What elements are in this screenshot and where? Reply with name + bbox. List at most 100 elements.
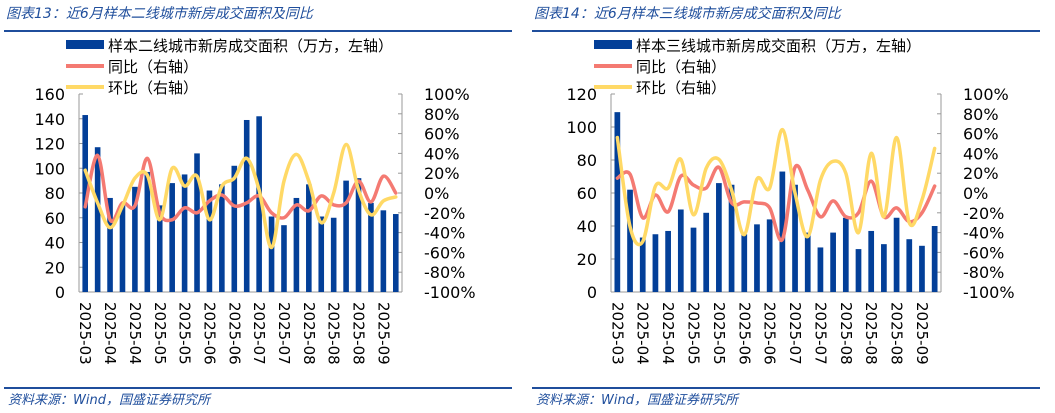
bar <box>169 183 175 292</box>
right-tick-label: -20% <box>963 204 1004 223</box>
right-tick-label: 20% <box>963 164 999 183</box>
chart-tier2: 样本二线城市新房成交面积（万方，左轴） 同比（右轴） 环比（右轴） 0 20 40 60 80… <box>34 37 475 365</box>
bar <box>677 209 684 292</box>
bar <box>931 226 938 292</box>
x-tick-label: 2025-03 <box>608 302 626 365</box>
bar <box>779 171 786 292</box>
x-tick-label: 2025-03 <box>76 302 94 365</box>
bar <box>306 184 312 292</box>
right-tick-label: 0% <box>963 184 988 203</box>
bar <box>380 210 387 292</box>
right-tick-label: 0% <box>424 184 449 203</box>
bar <box>107 197 113 292</box>
left-tick-label: 20 <box>45 258 65 277</box>
x-tick-label: 2025-09 <box>374 302 392 365</box>
left-tick-label: 0 <box>587 283 597 302</box>
x-tick-label: 2025-08 <box>888 302 906 365</box>
bar <box>766 219 773 292</box>
right-tick-label: 20% <box>424 164 460 183</box>
x-tick-label: 2025-05 <box>685 302 703 365</box>
x-tick-label: 2025-08 <box>350 302 368 365</box>
x-tick-label: 2025-06 <box>735 302 753 365</box>
bar <box>256 116 262 293</box>
x-tick-label: 2025-04 <box>126 302 144 365</box>
bar <box>728 184 735 292</box>
left-tick-label: 60 <box>45 209 65 228</box>
right-tick-label: 60% <box>424 125 460 144</box>
legend: 样本三线城市新房成交面积（万方，左轴） 同比（右轴） 环比（右轴） <box>594 37 921 97</box>
left-tick-label: 100 <box>34 159 65 178</box>
bar <box>627 189 633 292</box>
bar <box>94 147 101 292</box>
right-tick-label: -100% <box>963 283 1015 302</box>
bar <box>868 230 875 292</box>
left-tick-label: 160 <box>34 85 65 104</box>
x-tick-label: 2025-06 <box>200 302 218 365</box>
left-tick-label: 80 <box>45 184 65 203</box>
bar <box>830 232 836 292</box>
bar <box>881 244 887 292</box>
bar <box>392 214 399 292</box>
mom-line <box>615 127 937 247</box>
chart-tier3: 样本三线城市新房成交面积（万方，左轴） 同比（右轴） 环比（右轴） 0 20 40 60 80… <box>566 37 1015 365</box>
axes: 0 20 40 60 80 100 120 140 160 -100%-80%-60%-40%-2… <box>34 85 475 365</box>
bar <box>639 237 646 292</box>
bar <box>792 184 798 292</box>
bar <box>219 184 225 292</box>
bar <box>614 112 621 293</box>
bar <box>741 234 748 292</box>
x-tick-label: 2025-08 <box>862 302 880 365</box>
chart-panel-tier2: 图表13：近6月样本二线城市新房成交面积及同比 样本二线城市新房成交面积（万方，… <box>0 0 520 413</box>
x-tick-label: 2025-04 <box>634 302 652 365</box>
bar <box>919 245 925 292</box>
bar <box>293 197 300 292</box>
x-tick-label: 2025-07 <box>250 302 268 365</box>
legend-swatch-bar <box>66 40 104 49</box>
bar <box>754 224 760 292</box>
legend-label: 样本三线城市新房成交面积（万方，左轴） <box>636 37 921 55</box>
bar <box>368 202 374 292</box>
left-tick-label: 0 <box>55 283 65 302</box>
bar <box>243 119 250 292</box>
mom-line <box>83 142 398 250</box>
bar <box>330 217 337 292</box>
legend-swatch-bar <box>594 40 632 49</box>
x-tick-label: 2025-07 <box>786 302 804 365</box>
right-tick-label: -80% <box>424 263 465 282</box>
right-tick-label: -80% <box>963 263 1004 282</box>
bar <box>181 174 188 292</box>
x-tick-label: 2025-07 <box>275 302 293 365</box>
bar <box>318 216 325 292</box>
x-tick-label: 2025-05 <box>151 302 169 365</box>
right-tick-label: -60% <box>963 243 1004 262</box>
legend: 样本二线城市新房成交面积（万方，左轴） 同比（右轴） 环比（右轴） <box>66 37 393 97</box>
left-tick-label: 100 <box>566 118 597 137</box>
right-tick-label: 80% <box>963 105 999 124</box>
right-tick-label: -20% <box>424 204 465 223</box>
bar <box>842 217 849 292</box>
left-tick-label: 120 <box>566 85 597 104</box>
x-tick-label: 2025-05 <box>710 302 728 365</box>
right-tick-label: 100% <box>963 85 1009 104</box>
bar <box>281 225 287 292</box>
source-note: 资料来源：Wind，国盛证券研究所 <box>8 393 210 408</box>
right-tick-label: -40% <box>963 224 1004 243</box>
right-tick-label: 80% <box>424 105 460 124</box>
left-tick-label: 120 <box>34 135 65 154</box>
bar <box>817 247 824 292</box>
right-tick-label: -100% <box>424 283 476 302</box>
legend-label: 同比（右轴） <box>636 58 726 76</box>
bar <box>119 205 126 292</box>
bar <box>268 216 275 292</box>
chart-title: 图表13：近6月样本二线城市新房成交面积及同比 <box>6 6 313 22</box>
left-tick-label: 60 <box>577 184 597 203</box>
left-tick-label: 80 <box>577 151 597 170</box>
chart-title: 图表14：近6月样本三线城市新房成交面积及同比 <box>534 6 841 22</box>
bar <box>804 232 811 292</box>
x-tick-label: 2025-08 <box>837 302 855 365</box>
x-tick-label: 2025-07 <box>811 302 829 365</box>
source-divider <box>532 387 1040 389</box>
left-tick-label: 40 <box>45 234 65 253</box>
legend-label: 同比（右轴） <box>108 58 198 76</box>
